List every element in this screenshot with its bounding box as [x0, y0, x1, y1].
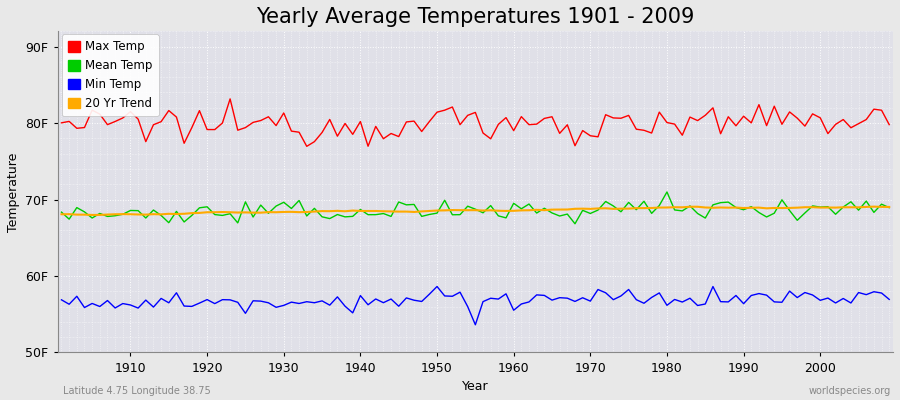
Text: Latitude 4.75 Longitude 38.75: Latitude 4.75 Longitude 38.75	[63, 386, 211, 396]
Title: Yearly Average Temperatures 1901 - 2009: Yearly Average Temperatures 1901 - 2009	[256, 7, 695, 27]
Y-axis label: Temperature: Temperature	[7, 152, 20, 232]
Legend: Max Temp, Mean Temp, Min Temp, 20 Yr Trend: Max Temp, Mean Temp, Min Temp, 20 Yr Tre…	[62, 34, 158, 116]
Text: worldspecies.org: worldspecies.org	[809, 386, 891, 396]
X-axis label: Year: Year	[462, 380, 489, 393]
